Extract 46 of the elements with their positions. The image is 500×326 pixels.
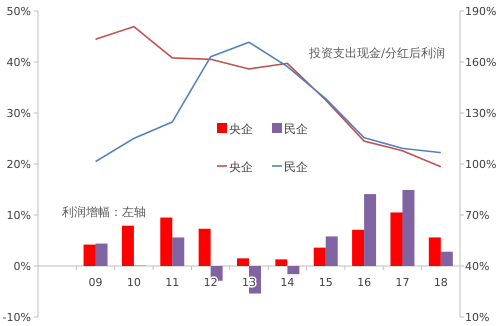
x-tick-label: 11 [165, 276, 180, 289]
bar [326, 236, 338, 266]
y-tick-label: 40% [6, 56, 31, 69]
bar [160, 218, 172, 266]
x-tick-label: 10 [126, 276, 141, 289]
y2-tick-label: 160% [465, 56, 496, 69]
legend-label: 央企 [229, 160, 253, 174]
bar [287, 266, 300, 274]
bar [402, 190, 414, 266]
x-tick-label: 16 [357, 276, 372, 289]
bar [172, 237, 184, 266]
y2-tick-label: 100% [465, 158, 496, 171]
legend-label: 民企 [284, 122, 308, 136]
y-tick-label: 50% [6, 5, 31, 18]
bar [364, 194, 376, 266]
x-tick-label: 12 [204, 276, 218, 289]
bar [198, 228, 211, 266]
bar [96, 244, 108, 266]
x-tick-label: 09 [88, 276, 103, 289]
bar [390, 212, 402, 266]
annotation: 投资支出现金/分红后利润 [308, 46, 445, 60]
y2-tick-label: 10% [465, 311, 490, 324]
bar [440, 252, 453, 266]
x-tick-label: 18 [434, 276, 448, 289]
y-tick-label: 10% [6, 209, 31, 222]
legend-label: 民企 [284, 160, 308, 174]
x-tick-label: 17 [395, 276, 410, 289]
x-tick-label: 14 [280, 276, 294, 289]
annotation: 利润增幅：左轴 [62, 205, 146, 219]
y-tick-label: 0% [14, 260, 31, 273]
y-tick-label: 20% [6, 158, 31, 171]
y2-tick-label: 190% [465, 5, 496, 18]
bar [275, 259, 288, 266]
bar [352, 230, 364, 266]
y2-tick-label: 70% [465, 209, 490, 222]
y-tick-label: -10% [2, 311, 31, 324]
x-tick-label: 15 [318, 276, 333, 289]
bar [428, 237, 441, 266]
y2-tick-label: 40% [465, 260, 490, 273]
bar [84, 244, 96, 266]
legend-label: 央企 [229, 122, 253, 136]
y2-tick-label: 130% [465, 107, 496, 120]
bar [237, 258, 249, 266]
bar [122, 226, 134, 266]
bar [314, 248, 326, 266]
y-tick-label: 30% [6, 107, 31, 120]
